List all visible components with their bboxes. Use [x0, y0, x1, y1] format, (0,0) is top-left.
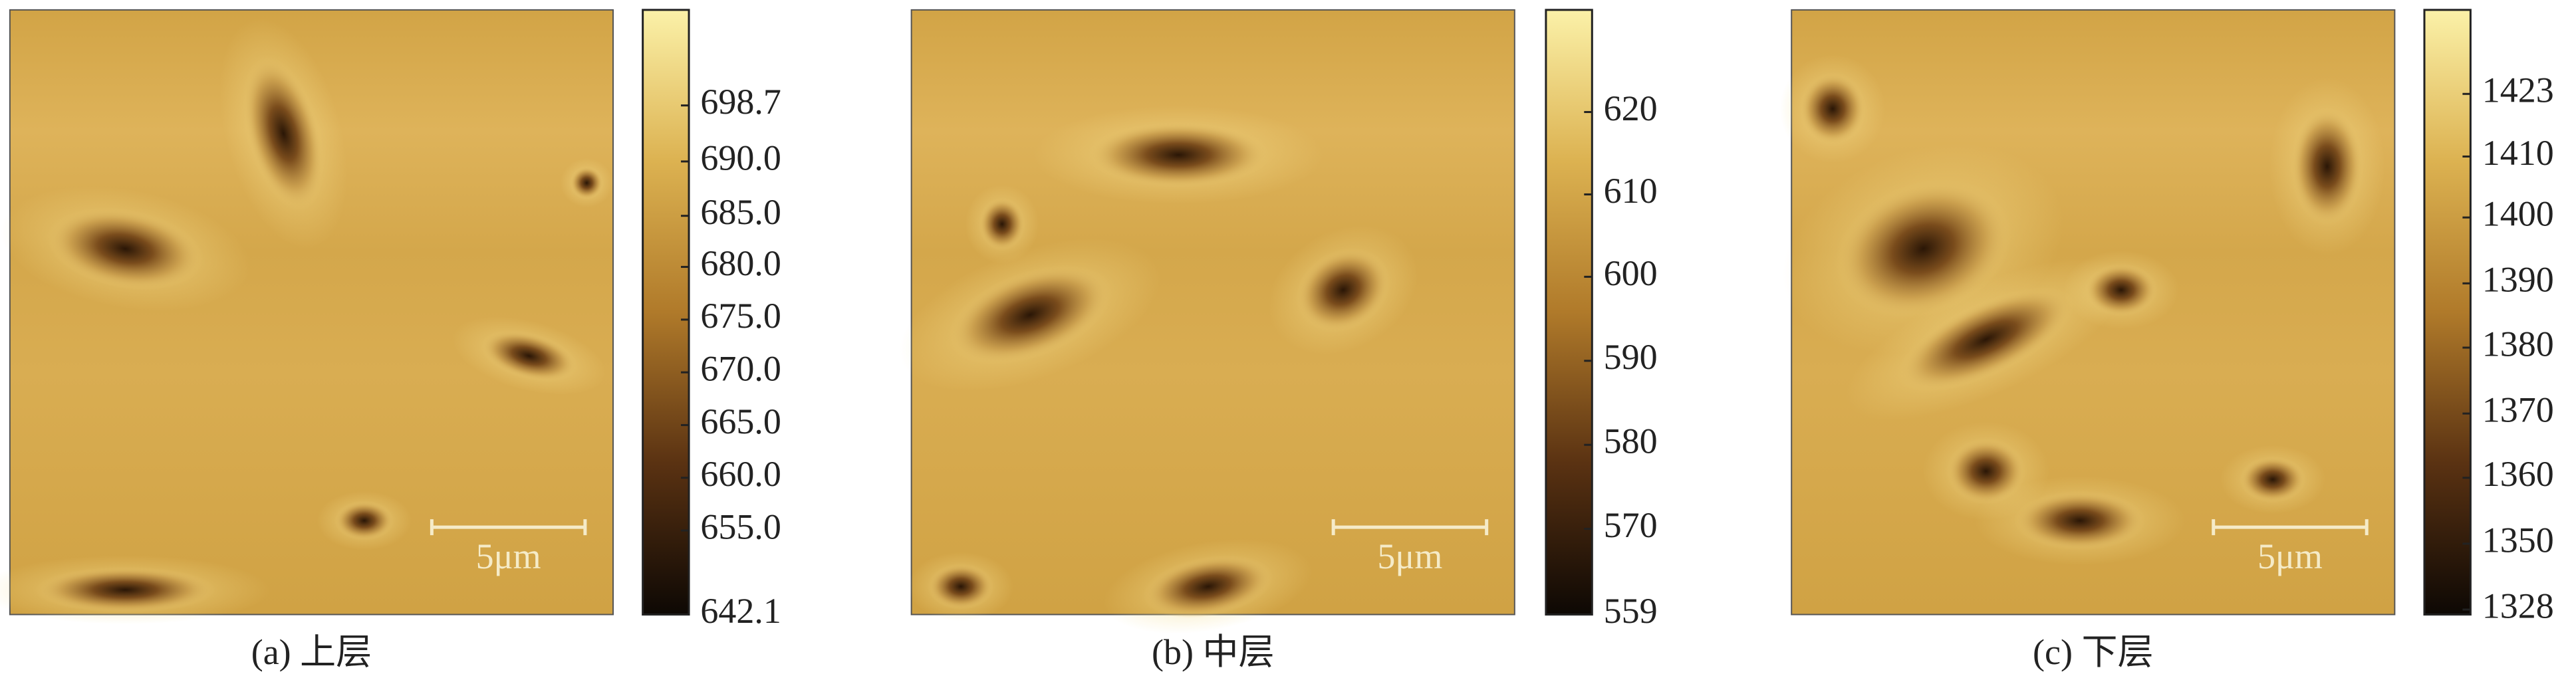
colorbar-tick-label: 1350 [2482, 520, 2554, 560]
caption: (c) 下层 [2033, 632, 2153, 672]
colorbar-tick-label: 600 [1604, 253, 1658, 293]
caption: (b) 中层 [1152, 632, 1274, 672]
colorbar-tick-label: 660.0 [700, 454, 781, 494]
panel: 5μm 1423 1410 1400 1390 1380 1370 1360 1350 1328 (… [1779, 9, 2554, 672]
defect [1142, 555, 1273, 618]
colorbar-tick-label: 1410 [2482, 133, 2554, 173]
defect [1946, 438, 2026, 505]
colorbar-tick-label: 698.7 [700, 82, 781, 122]
colorbar-tick-label: 1360 [2482, 454, 2554, 494]
colorbar-tick-label: 685.0 [700, 192, 781, 232]
colorbar-tick-label: 670.0 [700, 349, 781, 389]
defect [334, 501, 394, 540]
defect [570, 166, 604, 199]
colorbar-tick-label: 642.1 [700, 591, 781, 631]
panel: 5μm 620 610 600 590 580 570 559 (b) 中层 [899, 9, 1658, 672]
caption: (a) 上层 [251, 632, 372, 672]
colorbar-tick-label: 675.0 [700, 296, 781, 336]
colorbar [642, 9, 690, 616]
defect [1835, 179, 2011, 318]
colorbar [1545, 9, 1593, 616]
defect [1799, 72, 1866, 146]
colorbar-tick-label: 1380 [2482, 324, 2554, 364]
defect [1087, 122, 1269, 188]
defect [2291, 107, 2364, 226]
colorbar-tick-label: 610 [1604, 171, 1658, 211]
colorbar-tick-label: 665.0 [700, 401, 781, 441]
defect [2085, 263, 2158, 316]
defect [47, 207, 203, 290]
colorbar-tick-label: 620 [1604, 88, 1658, 128]
defect [35, 566, 216, 614]
scale-bar-label: 5μm [476, 536, 541, 576]
colorbar-tick-label: 559 [1604, 591, 1658, 631]
colorbar-tick-label: 580 [1604, 421, 1658, 461]
defect [948, 265, 1112, 365]
scale-bar-label: 5μm [1377, 536, 1442, 576]
defect [2240, 456, 2306, 503]
defect [1296, 247, 1390, 332]
defect [1898, 287, 2074, 392]
defect [928, 563, 994, 610]
defect [243, 56, 324, 211]
colorbar-tick-label: 590 [1604, 337, 1658, 377]
colorbar-tick-label: 1423 [2482, 70, 2554, 110]
colorbar-tick-label: 1370 [2482, 390, 2554, 430]
colorbar-tick-label: 1400 [2482, 194, 2554, 234]
defect [481, 330, 578, 382]
scale-bar-label: 5μm [2257, 536, 2323, 576]
defect [2013, 491, 2146, 550]
colorbar-tick-label: 1328 [2482, 586, 2554, 625]
colorbar-tick-label: 655.0 [700, 507, 781, 546]
colorbar-tick-label: 570 [1604, 505, 1658, 545]
colorbar-tick-label: 1390 [2482, 260, 2554, 300]
colorbar [2423, 9, 2472, 616]
defect [979, 197, 1025, 251]
panel: 5μm 698.7 690.0 685.0 680.0 675.0 670.0 665.0 66… [0, 9, 781, 672]
colorbar-tick-label: 680.0 [700, 243, 781, 283]
colorbar-tick-label: 690.0 [700, 138, 781, 177]
